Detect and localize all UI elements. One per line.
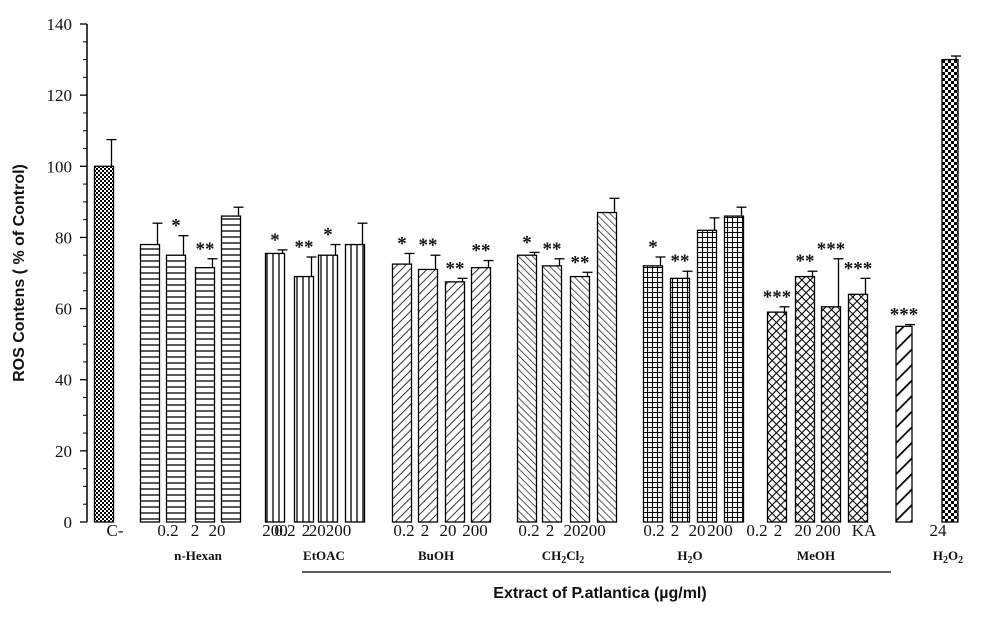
significance-label: *: [270, 230, 280, 251]
y-axis-ticks: 0 20 40 60 80 100 120 140: [47, 15, 87, 532]
category-label: 20: [209, 521, 226, 540]
category-label: C-: [107, 521, 124, 540]
bar: [93, 165, 115, 523]
category-label: 2: [421, 521, 430, 540]
y-tick-label: 20: [55, 442, 72, 461]
significance-label: ***: [763, 287, 792, 308]
y-tick-label: 140: [47, 15, 73, 34]
category-label: 20200: [309, 521, 352, 540]
significance-label: ***: [890, 305, 919, 326]
significance-label: **: [671, 251, 690, 272]
bar: [264, 252, 286, 523]
bar: [417, 268, 439, 523]
category-label: 0.2: [746, 521, 767, 540]
significance-label: **: [295, 237, 314, 258]
bar: [941, 58, 959, 523]
group-label: BuOH: [418, 548, 454, 563]
significance-label: ***: [844, 258, 873, 279]
y-tick-label: 40: [55, 371, 72, 390]
group-label: CH2Cl2: [542, 548, 585, 566]
bar: [293, 275, 315, 523]
y-tick-label: 100: [47, 157, 73, 176]
x-axis-label: Extract of P.atlantica (µg/ml): [493, 585, 706, 602]
category-label: 0.2: [274, 521, 295, 540]
y-tick-label: 60: [55, 300, 72, 319]
significance-label: *: [323, 225, 333, 246]
significance-label: **: [571, 252, 590, 273]
category-label: 2: [191, 521, 200, 540]
group-label: H2O2: [933, 548, 963, 566]
bar: [723, 215, 745, 523]
significance-label: **: [472, 241, 491, 262]
category-label: 200: [580, 521, 606, 540]
bar: [516, 254, 538, 523]
bar: [541, 265, 563, 523]
significance-label: **: [196, 239, 215, 260]
category-label: 20: [564, 521, 581, 540]
category-label: 20: [795, 521, 812, 540]
significance-label: *: [171, 216, 181, 237]
bar: [766, 311, 788, 523]
category-label: 200: [462, 521, 488, 540]
category-label: 200: [262, 521, 288, 540]
bar: [194, 267, 216, 523]
category-label: 2: [774, 521, 783, 540]
y-tick-label: 120: [47, 86, 73, 105]
category-label: 20: [689, 521, 706, 540]
significance-label: **: [419, 235, 438, 256]
y-tick-label: 0: [64, 513, 73, 532]
bar: [642, 265, 664, 523]
bar: [444, 281, 466, 523]
bar: [391, 263, 413, 523]
bar: [139, 243, 161, 523]
category-label: 200: [815, 521, 841, 540]
group-labels: n-Hexan EtOAC BuOH CH2Cl2 H2O MeOH H2O2: [174, 548, 963, 566]
bar: [165, 254, 187, 523]
bars: *** * *** * ****** * *********************: [93, 55, 961, 523]
bar: [344, 243, 366, 523]
bar: [820, 306, 842, 523]
category-label: 0.2: [157, 521, 178, 540]
bar: [569, 275, 591, 523]
category-label: 0.2: [518, 521, 539, 540]
significance-label: **: [796, 251, 815, 272]
significance-label: **: [446, 258, 465, 279]
category-label: 20: [440, 521, 457, 540]
bar: [596, 211, 618, 523]
significance-label: ***: [817, 239, 846, 260]
group-label: H2O: [677, 548, 702, 566]
category-label: 200: [707, 521, 733, 540]
bar: [317, 254, 339, 523]
category-label: 2: [546, 521, 555, 540]
category-label: 2: [671, 521, 680, 540]
y-tick-label: 80: [55, 228, 72, 247]
bar: [470, 267, 492, 523]
y-axis-label: ROS Contens ( % of Control): [11, 164, 28, 382]
bar: [669, 277, 691, 523]
group-label: EtOAC: [303, 548, 345, 563]
significance-label: *: [397, 233, 407, 254]
bar: [895, 325, 913, 523]
bar: [847, 293, 869, 523]
significance-label: *: [522, 232, 532, 253]
significance-label: *: [648, 237, 658, 258]
bar: [696, 229, 718, 523]
category-label: KA: [852, 521, 877, 540]
category-label: 0.2: [393, 521, 414, 540]
group-label: MeOH: [797, 548, 835, 563]
bar: [794, 275, 816, 523]
significance-label: **: [543, 239, 562, 260]
category-label: 2: [302, 521, 311, 540]
group-label: n-Hexan: [174, 548, 222, 563]
bar: [220, 215, 242, 523]
category-label: 0.2: [643, 521, 664, 540]
category-label: 24: [930, 521, 948, 540]
